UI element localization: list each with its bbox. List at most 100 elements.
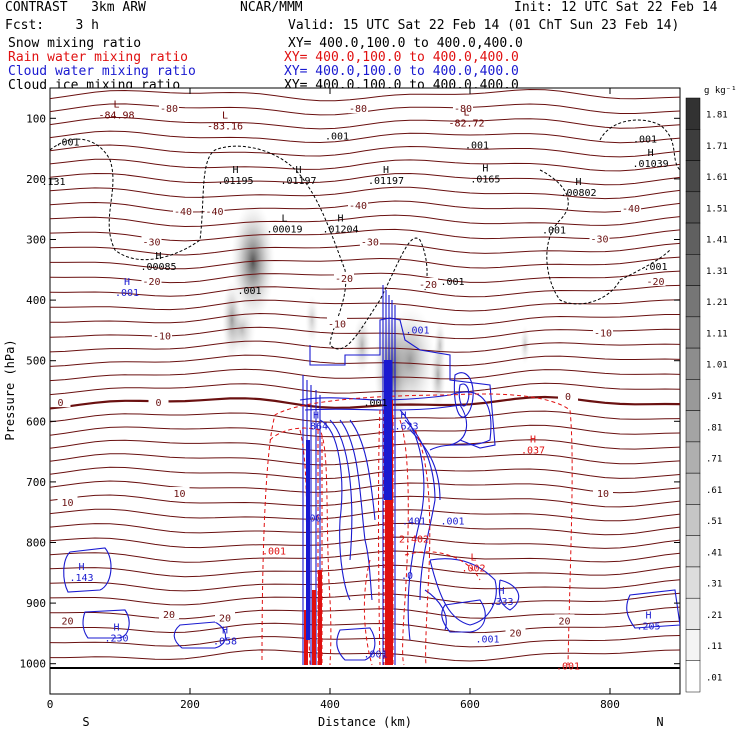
temperature-label-bg bbox=[505, 626, 526, 638]
colorbar-swatch bbox=[685, 566, 701, 599]
temperature-label-bg bbox=[418, 277, 438, 289]
colorbar-tick-label: 1.71 bbox=[706, 142, 728, 152]
extremum-value: .001 bbox=[115, 288, 139, 299]
contour-value-label: .001 bbox=[363, 398, 387, 409]
temperature-label-bg bbox=[215, 611, 235, 623]
colorbar-swatch bbox=[685, 410, 701, 443]
x-tick-label: 0 bbox=[47, 698, 54, 711]
isotherm-line bbox=[50, 382, 680, 396]
colorbar-tick-label: .71 bbox=[706, 455, 722, 465]
colorbar-swatch bbox=[685, 160, 701, 193]
isotherm-line bbox=[50, 340, 680, 353]
x-tick-label: 400 bbox=[320, 698, 340, 711]
colorbar-tick-label: .61 bbox=[706, 486, 722, 496]
y-tick-label: 900 bbox=[26, 597, 46, 610]
isotherm-line bbox=[50, 354, 680, 367]
colorbar-swatch bbox=[685, 129, 701, 161]
extremum-mark: L bbox=[281, 213, 287, 224]
temperature-label: -20 bbox=[419, 280, 437, 291]
extremum-mark: L bbox=[463, 107, 469, 118]
colorbar-swatch bbox=[685, 222, 701, 255]
temperature-label: 20 bbox=[163, 610, 175, 621]
temperature-label: -30 bbox=[590, 235, 608, 246]
colorbar-tick-label: 1.51 bbox=[706, 204, 728, 214]
colorbar-swatch bbox=[685, 316, 701, 349]
temperature-label: 20 bbox=[558, 616, 570, 627]
extremum-mark: H bbox=[645, 610, 651, 621]
temperature-label: -80 bbox=[349, 104, 367, 115]
isotherm-line bbox=[50, 649, 680, 662]
colorbar-swatch bbox=[685, 347, 701, 380]
colorbar-swatch bbox=[685, 191, 701, 224]
temperature-label-bg bbox=[621, 202, 641, 214]
isotherm-line bbox=[50, 116, 680, 130]
extremum-mark: H bbox=[337, 213, 343, 224]
colorbar-tick-label: 1.31 bbox=[706, 267, 728, 277]
isotherm-line bbox=[50, 256, 680, 270]
extremum-value: .205 bbox=[636, 621, 660, 632]
colorbar-swatch bbox=[685, 597, 701, 630]
x-tick-label: 800 bbox=[600, 698, 620, 711]
temperature-label-bg bbox=[348, 199, 368, 211]
temperature-label: 0 bbox=[57, 398, 63, 409]
temperature-label: -40 bbox=[174, 207, 192, 218]
extremum-value: .230 bbox=[104, 633, 128, 644]
temperature-label: 10 bbox=[61, 498, 73, 509]
temperature-label: 0 bbox=[565, 392, 571, 403]
colorbar-tick-label: 1.21 bbox=[706, 298, 728, 308]
plot-frame bbox=[49, 87, 681, 695]
colorbar-unit: g kg⁻¹ bbox=[704, 86, 737, 96]
temperature-label: -80 bbox=[160, 104, 178, 115]
colorbar-swatch bbox=[685, 472, 701, 505]
extremum-value: -82.72 bbox=[448, 118, 484, 129]
temperature-label-bg bbox=[141, 274, 162, 286]
isotherm-line bbox=[50, 564, 680, 578]
contour-value-label: .001 bbox=[440, 277, 464, 288]
y-tick-label: 100 bbox=[26, 112, 46, 125]
extremum-value: .037 bbox=[521, 446, 545, 457]
temperature-label: -30 bbox=[142, 238, 160, 249]
temperature-label-bg bbox=[359, 235, 380, 247]
y-tick-label: 200 bbox=[26, 173, 46, 186]
isotherm-line bbox=[50, 550, 680, 563]
extremum-mark: H bbox=[400, 410, 406, 421]
x-tick-label: 200 bbox=[180, 698, 200, 711]
extremum-value: .01195 bbox=[217, 176, 253, 187]
contour-value-label: .001 bbox=[262, 547, 286, 558]
cloud-ice-boundary bbox=[50, 119, 680, 350]
extremum-value: .01039 bbox=[633, 159, 669, 170]
extremum-mark: H bbox=[295, 165, 301, 176]
extremum-value: -84.98 bbox=[98, 110, 134, 121]
isotherm-line bbox=[50, 424, 680, 438]
y-axis-title: Pressure (hPa) bbox=[3, 339, 17, 440]
isotherm-line bbox=[50, 606, 680, 620]
isotherm-line bbox=[50, 635, 680, 648]
temperature-label: 20 bbox=[219, 613, 231, 624]
isotherm-line bbox=[50, 312, 680, 326]
field-rain-xy: XY= 400.0,100.0 to 400.0,400.0 bbox=[284, 50, 519, 65]
colorbar-tick-label: .91 bbox=[706, 392, 722, 402]
contour-value-label: .401 bbox=[402, 516, 426, 527]
isotherm-line bbox=[50, 508, 680, 522]
temperature-label-bg bbox=[57, 614, 78, 626]
temperature-label-bg bbox=[50, 396, 71, 408]
temperature-label: 20 bbox=[61, 616, 73, 627]
colorbar-tick-label: .51 bbox=[706, 517, 722, 527]
init-time: Init: 12 UTC Sat 22 Feb 14 bbox=[514, 0, 718, 15]
extremum-value: .864 bbox=[304, 421, 328, 432]
colorbar-tick-label: .41 bbox=[706, 548, 722, 558]
temperature-label-bg bbox=[159, 608, 179, 620]
colorbar-tick-label: .81 bbox=[706, 423, 722, 433]
y-tick-label: 700 bbox=[26, 476, 46, 489]
temperature-label: -40 bbox=[205, 207, 223, 218]
extremum-mark: H bbox=[498, 586, 504, 597]
extremum-value: .01197 bbox=[368, 176, 404, 187]
colorbar: 1.81 1.71 1.61 1.51 1.41 1.31 1.21 1.11 1.01 .91.… bbox=[685, 97, 728, 693]
temperature-label-bg bbox=[453, 102, 473, 114]
contour-value-label: .00 bbox=[303, 513, 321, 524]
y-tick-label: 400 bbox=[26, 294, 46, 307]
contour-value-label: .001 bbox=[643, 262, 667, 273]
colorbar-tick-label: 1.81 bbox=[706, 111, 728, 121]
contour-value-label: .001 bbox=[440, 516, 464, 527]
